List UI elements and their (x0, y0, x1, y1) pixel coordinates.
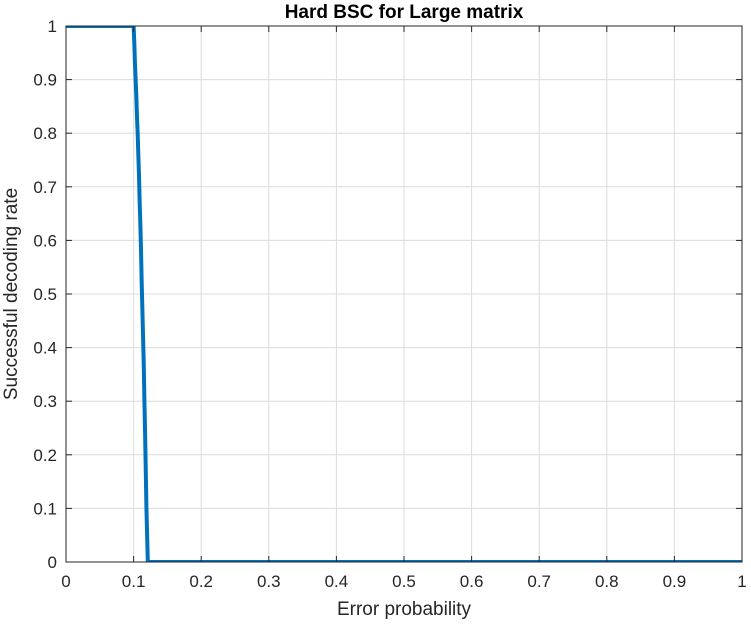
y-tick-label: 0.7 (33, 178, 57, 197)
series-line (66, 26, 742, 562)
x-tick-label: 0.2 (189, 572, 213, 591)
x-tick-label: 0.1 (122, 572, 146, 591)
y-tick-label: 1 (48, 17, 57, 36)
x-tick-label: 0.4 (325, 572, 349, 591)
y-tick-label: 0.4 (33, 339, 57, 358)
x-tick-label: 0.7 (527, 572, 551, 591)
y-tick-label: 0.2 (33, 446, 57, 465)
chart-title: Hard BSC for Large matrix (285, 2, 524, 23)
y-tick-label: 0.8 (33, 124, 57, 143)
y-tick-label: 0.9 (33, 71, 57, 90)
x-tick-label: 0.5 (392, 572, 416, 591)
x-axis-label: Error probability (337, 599, 472, 620)
x-tick-label: 0.3 (257, 572, 281, 591)
y-axis-label: Successful decoding rate (1, 188, 22, 400)
ticks: 0 0.1 0.2 0.3 0.4 0.5 0.6 0.7 0.8 0.9 1 0 0.1 0.2 0.3 0… (33, 17, 746, 591)
y-tick-label: 0 (48, 553, 57, 572)
y-tick-label: 0.3 (33, 392, 57, 411)
x-tick-label: 1 (737, 572, 746, 591)
y-tick-label: 0.5 (33, 285, 57, 304)
y-tick-label: 0.1 (33, 499, 57, 518)
x-tick-label: 0 (61, 572, 70, 591)
x-tick-label: 0.6 (460, 572, 484, 591)
y-tick-label: 0.6 (33, 231, 57, 250)
x-tick-label: 0.8 (595, 572, 619, 591)
x-tick-label: 0.9 (663, 572, 687, 591)
grid (65, 25, 743, 563)
plot-area (66, 26, 742, 562)
